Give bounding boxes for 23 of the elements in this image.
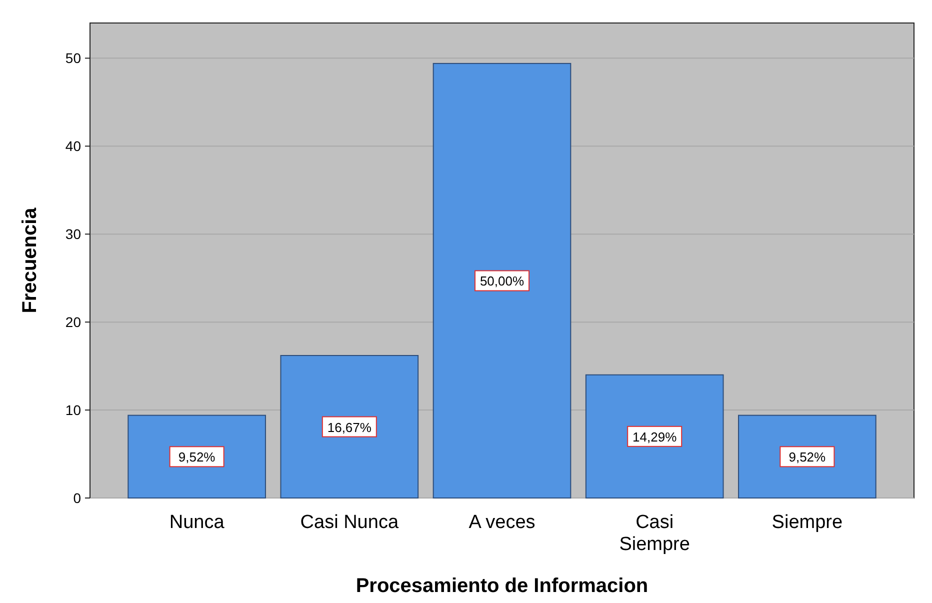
y-tick-label: 50 (65, 50, 82, 66)
y-tick-label: 10 (65, 402, 82, 418)
y-tick-label: 0 (73, 490, 82, 506)
annotation: 9,52% (788, 450, 826, 465)
y-tick-label: 40 (65, 138, 82, 154)
x-tick-label: A veces (468, 512, 536, 533)
bar (585, 374, 724, 498)
annotation: 9,52% (178, 450, 216, 465)
x-tick-label: Casi Siempre (619, 512, 690, 555)
y-tick-label: 30 (65, 226, 82, 242)
x-tick-label: Nunca (169, 512, 225, 533)
x-tick-label: Casi Nunca (300, 512, 399, 533)
bar (432, 62, 572, 498)
y-axis-title: Frecuencia (19, 206, 41, 314)
x-axis-title: Procesamiento de Informacion (356, 575, 648, 597)
bar (128, 414, 266, 498)
x-tick-label: Siempre (772, 512, 843, 533)
y-tick-label: 20 (65, 314, 82, 330)
annotation: 16,67% (327, 420, 372, 435)
bar (280, 355, 419, 498)
annotation: 50,00% (480, 274, 524, 289)
annotation: 14,29% (632, 429, 678, 444)
bar (738, 414, 876, 498)
